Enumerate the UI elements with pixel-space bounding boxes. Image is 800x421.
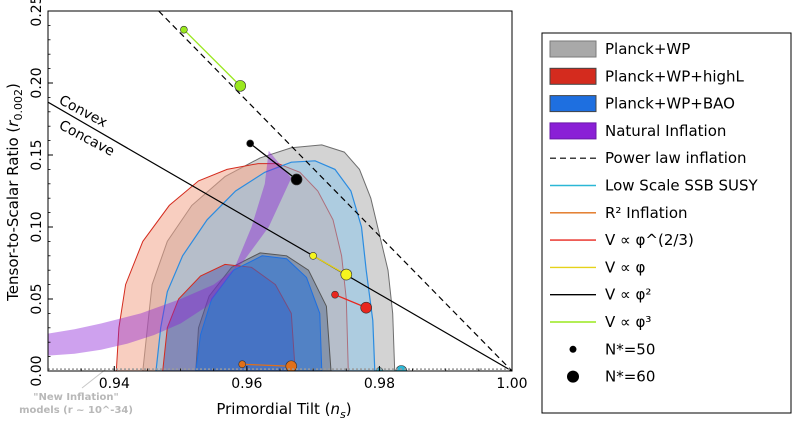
legend-swatch-planck_wp_highl: [549, 67, 597, 85]
legend-label-phi_2: V ∝ φ²: [605, 286, 651, 304]
legend-label-r2_inflation: R² Inflation: [605, 204, 688, 222]
legend-label-phi_3: V ∝ φ³: [605, 313, 651, 331]
y-tick-label: 0.25: [29, 0, 45, 27]
legend-label-phi_1: V ∝ φ: [605, 258, 646, 276]
power-law-line: [158, 11, 512, 371]
point-n60-phi_2: [290, 173, 303, 186]
series-line-phi_2: [249, 142, 297, 180]
legend-label-natural_inflation: Natural Inflation: [605, 122, 726, 140]
legend-swatch-n50: [569, 345, 577, 353]
natural-inflation-band: [48, 150, 292, 356]
contour-planck-wp-bao-68: [195, 255, 323, 371]
point-n60-phi_1: [340, 268, 353, 281]
y-axis-title: Tensor-to-Scalar Ratio (r0.002): [4, 83, 25, 302]
legend-swatch-natural_inflation: [549, 122, 597, 140]
series-line-phi_3: [183, 29, 241, 87]
legend-swatch-planck_wp_bao: [549, 95, 597, 113]
y-tick-label: 0.10: [29, 211, 45, 242]
legend-swatch-n60: [567, 370, 579, 383]
legend-label-n60: N*=60: [605, 368, 655, 386]
plot-marks: [48, 11, 512, 371]
legend-swatch-planck_wp: [549, 40, 597, 58]
y-tick-label: 0.00: [29, 355, 45, 386]
point-n50-phi_2_3: [331, 290, 339, 299]
x-tick-label: 0.94: [99, 376, 130, 392]
x-tick-label: 0.96: [231, 376, 262, 392]
axes: 0.94 0.96 0.98 1.00 0.00 0.05 0.10 0.15 0.20 0.25: [29, 0, 528, 392]
legend-label-low_scale_ssb_susy: Low Scale SSB SUSY: [605, 177, 759, 195]
legend-label-planck_wp_bao: Planck+WP+BAO: [605, 95, 735, 113]
convex-concave-line: [48, 101, 512, 371]
point-n60-phi_3: [234, 80, 247, 92]
legend-label-planck_wp_highl: Planck+WP+highL: [605, 67, 745, 85]
point-n60-r2_inflation: [285, 360, 298, 371]
legend-label-phi_2_3: V ∝ φ^(2/3): [605, 231, 694, 249]
legend-label-planck_wp: Planck+WP: [605, 40, 690, 58]
new-inflation-note-line2: models (r ~ 10^-34): [19, 405, 133, 416]
legend: Planck+WP Planck+WP+highL Planck+WP+BAO Nat…: [541, 32, 792, 414]
new-inflation-arrow: [81, 368, 107, 389]
series-line-phi_1: [312, 255, 347, 276]
point-n50-phi_2: [246, 139, 254, 148]
concave-label: Concave: [56, 117, 117, 159]
x-tick-label: 1.00: [496, 376, 527, 392]
y-tick-label: 0.20: [29, 67, 45, 98]
y-tick-label: 0.15: [29, 139, 45, 170]
plot-area: [48, 11, 512, 389]
legend-label-power_law: Power law inflation: [605, 149, 747, 167]
point-n50-phi_1: [309, 252, 317, 260]
x-tick-label: 0.98: [364, 376, 395, 392]
x-axis-title: Primordial Tilt (ns): [216, 400, 351, 421]
series-line-r2_inflation: [242, 363, 292, 367]
point-n50-phi_3: [180, 25, 188, 34]
legend-label-n50: N*=50: [605, 340, 655, 358]
new-inflation-note-line1: "New Inflation": [33, 392, 119, 403]
point-n50-r2_inflation: [238, 360, 247, 369]
legend-box: [541, 32, 792, 414]
point-n60-phi_2_3: [360, 301, 372, 314]
y-tick-label: 0.05: [29, 283, 45, 314]
